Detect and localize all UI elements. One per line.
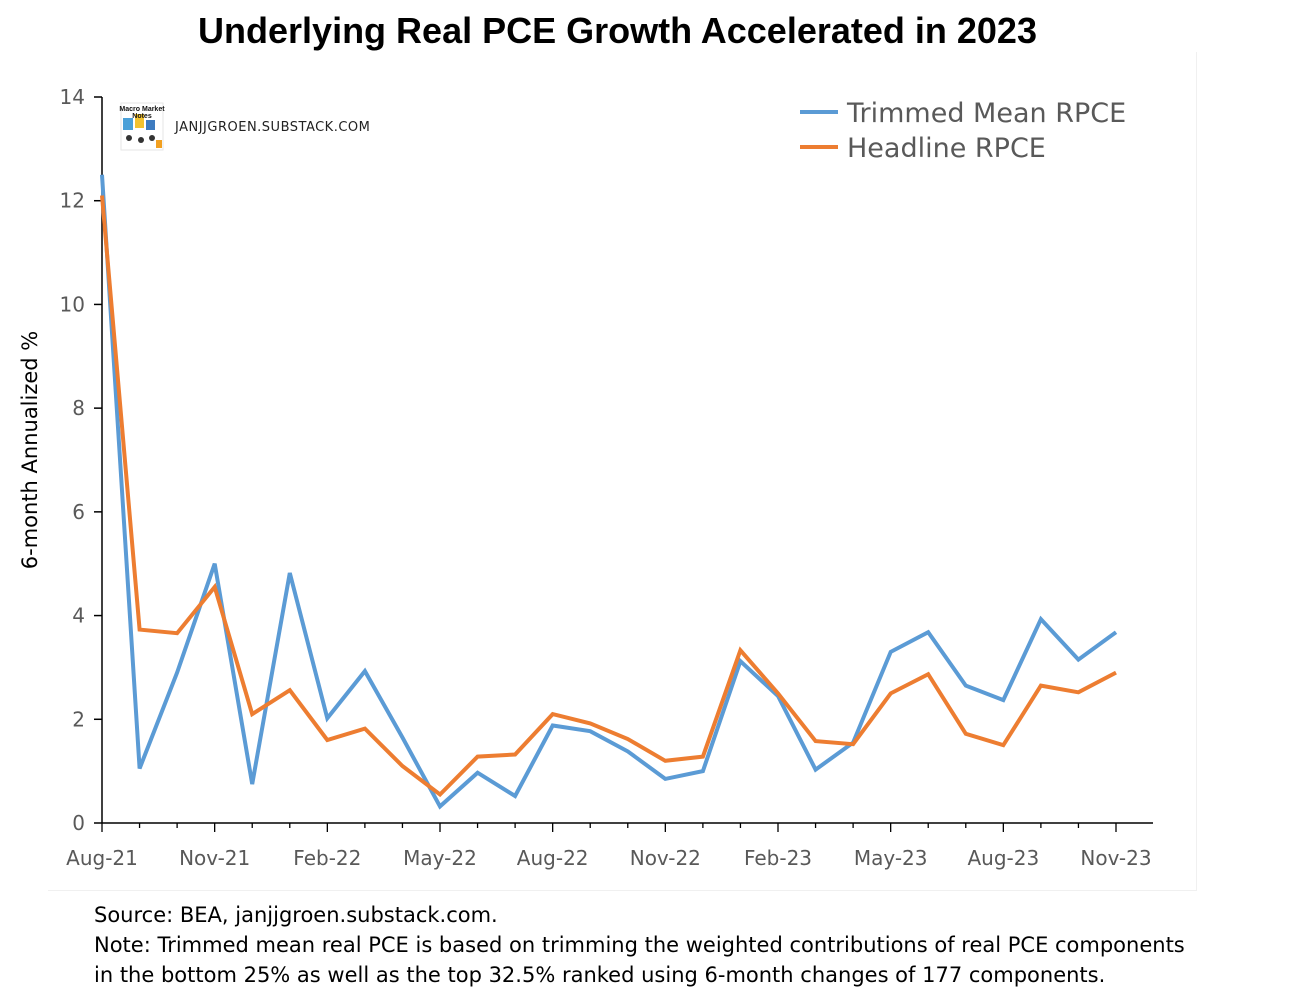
method-note-line-2: in the bottom 25% as well as the top 32.…	[94, 963, 1106, 987]
logo-icon: Macro Market Notes	[119, 102, 165, 151]
y-tick-label: 0	[72, 811, 85, 835]
x-tick-label: Aug-21	[66, 846, 138, 870]
legend-label: Headline RPCE	[847, 133, 1046, 164]
series-line-trimmed-mean-rpce	[100, 174, 1118, 810]
axes	[101, 97, 1153, 824]
chart-title: Underlying Real PCE Growth Accelerated i…	[198, 10, 1037, 51]
axis-ticks: 0 2 4 6 8 10 12 14 Aug-21 Nov-21 Feb-22 May-22 Aug-2…	[60, 85, 1152, 870]
watermark: Macro Market Notes JANJJGROEN.SUBSTACK.C…	[119, 102, 370, 151]
y-tick-label: 4	[72, 604, 85, 628]
y-tick-label: 2	[72, 707, 85, 731]
plot-frame	[48, 52, 1197, 891]
x-tick-label: Feb-23	[744, 846, 812, 870]
method-note-line-1: Note: Trimmed mean real PCE is based on …	[94, 933, 1185, 957]
x-tick-label: May-23	[854, 846, 928, 870]
y-tick-label: 14	[60, 85, 85, 109]
x-tick-label: Nov-22	[630, 846, 701, 870]
y-tick-label: 6	[72, 500, 85, 524]
x-tick-label: May-22	[403, 846, 477, 870]
x-tick-label: Aug-22	[517, 846, 589, 870]
series-layer	[100, 174, 1118, 810]
series-line-headline-rpce	[100, 195, 1117, 798]
y-tick-label: 12	[60, 189, 85, 213]
x-tick-label: Nov-21	[179, 846, 250, 870]
y-tick-label: 8	[72, 396, 85, 420]
legend-label: Trimmed Mean RPCE	[846, 98, 1126, 129]
logo-text-line-2: Notes	[132, 113, 152, 120]
watermark-site: JANJJGROEN.SUBSTACK.COM	[174, 120, 370, 135]
x-tick-label: Feb-22	[293, 846, 361, 870]
legend: Trimmed Mean RPCE Headline RPCE	[800, 98, 1126, 164]
y-tick-label: 10	[60, 292, 85, 316]
source-note: Source: BEA, janjjgroen.substack.com.	[94, 903, 498, 927]
x-tick-label: Aug-23	[967, 846, 1039, 870]
chart-notes: Source: BEA, janjjgroen.substack.com. No…	[94, 900, 1289, 990]
line-chart: 0 2 4 6 8 10 12 14 Aug-21 Nov-21 Feb-22 May-22 Aug-2…	[18, 85, 1153, 870]
logo-text-line-1: Macro Market	[119, 106, 165, 113]
x-tick-label: Nov-23	[1080, 846, 1151, 870]
y-axis-label: 6-month Annualized %	[18, 331, 42, 570]
